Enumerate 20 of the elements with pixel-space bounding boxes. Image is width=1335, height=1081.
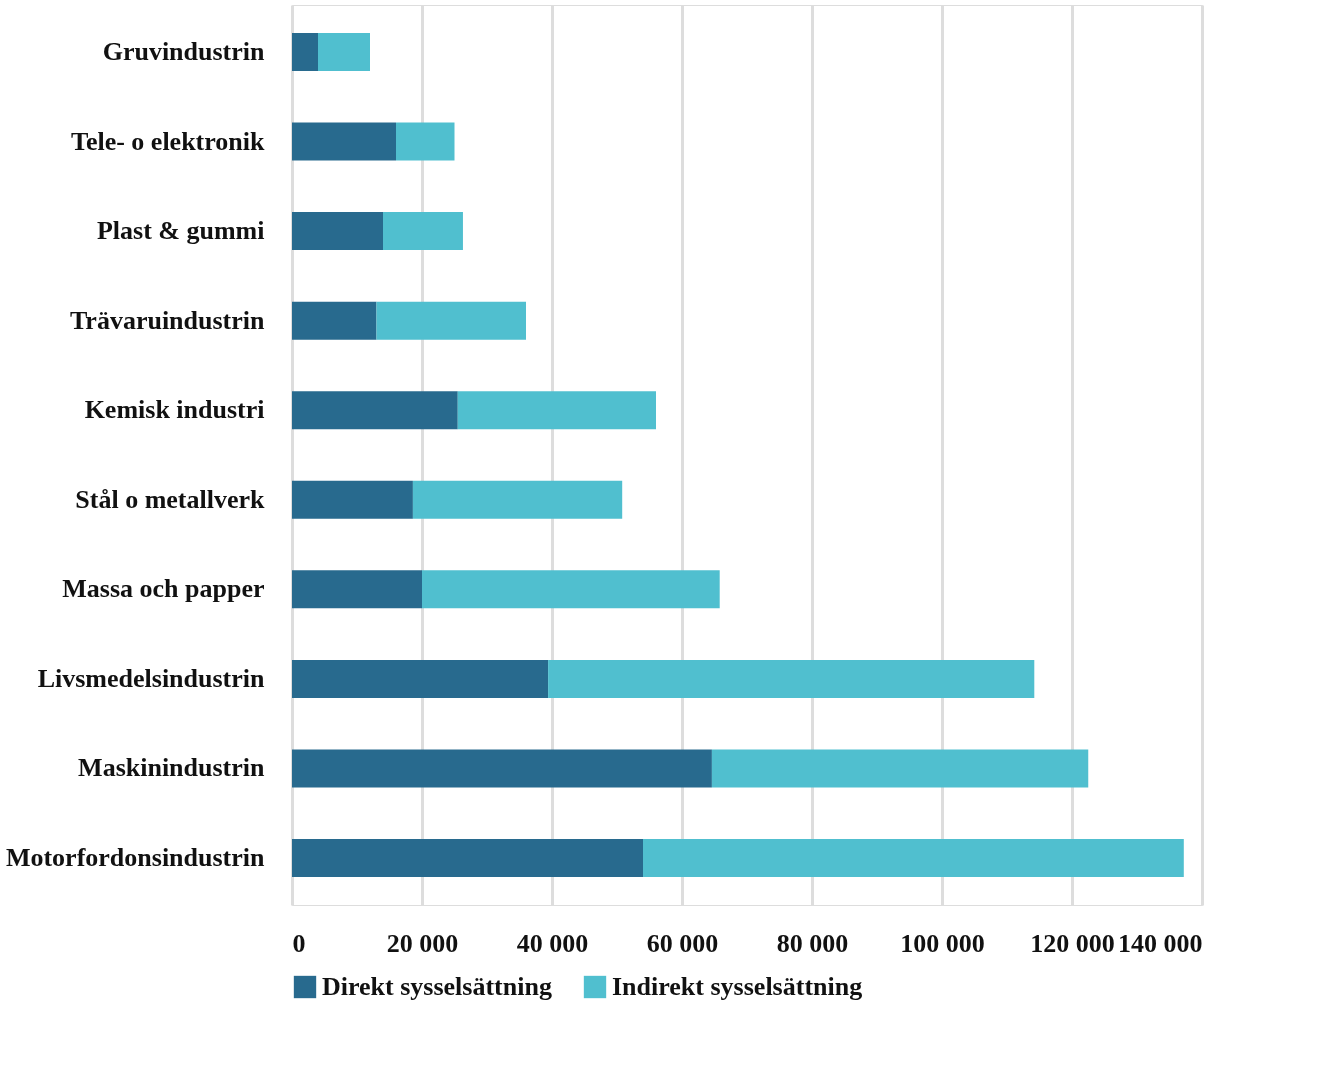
x-tick-label: 140 000 bbox=[1118, 928, 1203, 958]
y-tick-label: Massa och papper bbox=[62, 574, 265, 604]
y-tick-label: Maskinindustrin bbox=[78, 753, 266, 783]
x-tick-label: 100 000 bbox=[900, 928, 985, 958]
legend-label: Indirekt sysselsättning bbox=[612, 972, 863, 1001]
y-tick-label: Gruvindustrin bbox=[102, 37, 266, 67]
y-tick-label: Tele- o elektronik bbox=[70, 126, 266, 156]
y-tick-label: Kemisk industri bbox=[84, 395, 265, 425]
x-tick-label: 40 000 bbox=[516, 928, 589, 958]
y-tick-label: Motorfordonsindustrin bbox=[5, 842, 266, 872]
legend-label: Direkt sysselsättning bbox=[322, 972, 552, 1001]
y-tick-label: Livsmedelsindustrin bbox=[37, 663, 266, 693]
y-tick-label: Stål o metallverk bbox=[75, 484, 266, 514]
y-tick-label: Plast & gummi bbox=[96, 216, 265, 246]
x-tick-label: 20 000 bbox=[386, 928, 459, 958]
y-tick-label: Trävaruindustrin bbox=[69, 305, 266, 335]
x-tick-label: 0 bbox=[292, 928, 306, 958]
x-tick-label: 80 000 bbox=[776, 928, 849, 958]
x-tick-label: 60 000 bbox=[646, 928, 719, 958]
x-tick-label: 120 000 bbox=[1030, 928, 1115, 958]
